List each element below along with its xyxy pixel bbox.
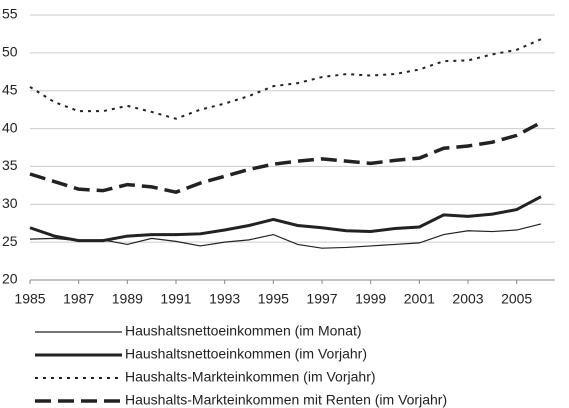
- x-tick-label: 2005: [501, 291, 532, 307]
- y-tick-label: 35: [2, 157, 18, 173]
- y-tick-label: 50: [2, 44, 18, 60]
- y-tick-label: 25: [2, 233, 18, 249]
- legend-label: Haushalts-Markteinkommen (im Vorjahr): [125, 369, 376, 385]
- x-tick-label: 1993: [209, 291, 240, 307]
- x-tick-label: 1995: [258, 291, 289, 307]
- series-line: [29, 120, 542, 194]
- legend-label: Haushaltsnettoeinkommen (im Vorjahr): [125, 346, 367, 362]
- y-tick-label: 30: [2, 195, 18, 211]
- legend-label: Haushaltsnettoeinkommen (im Monat): [125, 323, 362, 339]
- y-tick-label: 45: [2, 81, 18, 97]
- x-tick-label: 1985: [14, 291, 45, 307]
- y-tick-label: 40: [2, 119, 18, 135]
- x-tick-label: 1997: [306, 291, 337, 307]
- x-tick-label: 1999: [355, 291, 386, 307]
- x-tick-label: 2001: [404, 291, 435, 307]
- x-tick-label: 1991: [160, 291, 191, 307]
- legend-label: Haushalts-Markteinkommen mit Renten (im …: [125, 392, 447, 408]
- x-tick-label: 2003: [452, 291, 483, 307]
- series-line: [29, 223, 542, 249]
- y-tick-label: 20: [2, 271, 18, 287]
- series-line: [29, 195, 542, 243]
- series-line: [29, 38, 542, 120]
- x-tick-label: 1989: [112, 291, 143, 307]
- y-tick-label: 55: [2, 6, 18, 22]
- x-tick-label: 1987: [63, 291, 94, 307]
